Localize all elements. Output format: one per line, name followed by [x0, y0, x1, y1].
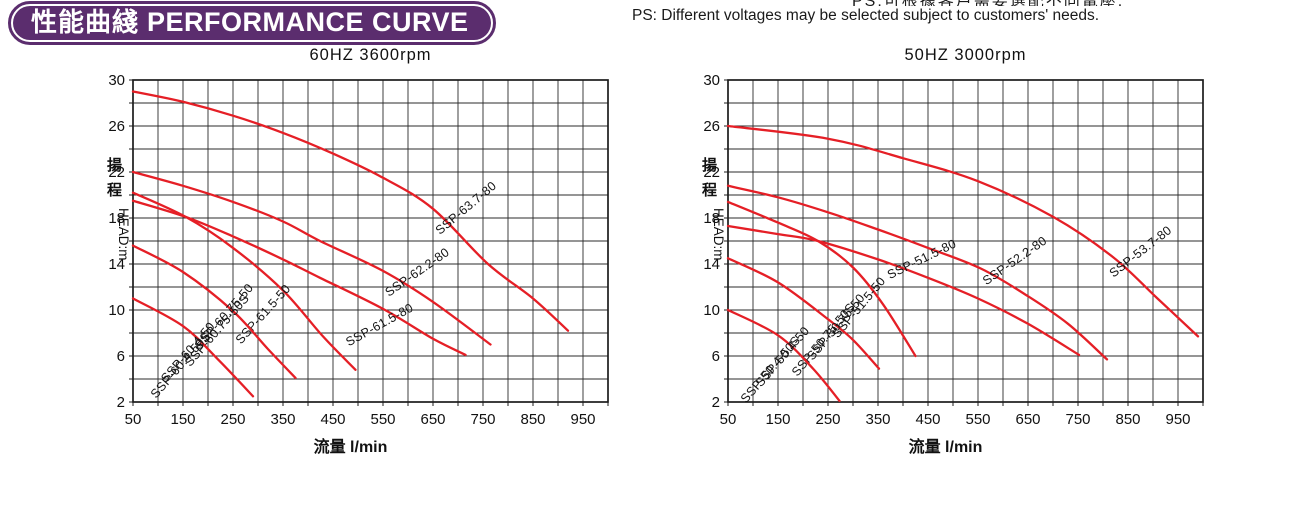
curve-SSP-51.5-80	[726, 224, 1081, 357]
curve-SSP-63.7-80	[131, 90, 570, 332]
curve-SSP-62.2-80	[131, 170, 492, 346]
y-tick-label: 2	[712, 394, 720, 411]
x-axis-title: 流量 l/min	[909, 437, 983, 456]
voltage-note: PS: Different voltages may be selected s…	[632, 7, 1100, 24]
curve-SSP-50.75-50	[726, 257, 881, 370]
y-axis-title-latin: HEAD:m	[116, 208, 131, 261]
x-tick-label: 450	[320, 411, 345, 428]
y-axis-title-cjk: 揚程	[107, 157, 122, 199]
curve-SSP-52.2-80	[726, 184, 1109, 361]
x-tick-label: 950	[570, 411, 595, 428]
x-tick-label: 550	[370, 411, 395, 428]
curve-SSP-60.4-50	[131, 297, 255, 398]
y-tick-label: 18	[703, 210, 720, 227]
curve-label-SSP-53.7-80: SSP-53.7-80	[1107, 223, 1175, 280]
y-tick-label: 10	[108, 302, 125, 319]
performance-curve-badge: 性能曲綫 PERFORMANCE CURVE	[8, 1, 496, 45]
y-tick-label: 26	[108, 118, 125, 135]
x-tick-label: 750	[470, 411, 495, 428]
clipped-chinese-note: PS:可根據客戶需要選配不同電壓.	[852, 0, 1300, 6]
x-tick-label: 350	[270, 411, 295, 428]
badge-title-cjk: 性能曲綫	[31, 7, 140, 37]
y-tick-label: 14	[703, 256, 720, 273]
x-tick-label: 150	[170, 411, 195, 428]
chart-title-50hz: 50HZ 3000rpm	[904, 46, 1026, 64]
y-tick-label: 30	[703, 72, 720, 89]
y-tick-label: 2	[117, 394, 125, 411]
x-tick-label: 650	[1015, 411, 1040, 428]
x-axis-title: 流量 l/min	[314, 437, 388, 456]
curve-SSP-51.5-50	[726, 200, 917, 358]
badge-title-en: PERFORMANCE CURVE	[147, 6, 469, 37]
x-tick-label: 950	[1165, 411, 1190, 428]
x-tick-label: 350	[865, 411, 890, 428]
performance-chart-50hz: 50HZ 3000rpm 50 150 250 350 450 550 650 750 850 95…	[690, 40, 1260, 470]
x-tick-label: 250	[220, 411, 245, 428]
y-tick-label: 18	[108, 210, 125, 227]
chart-svg-50hz: 50HZ 3000rpm 50 150 250 350 450 550 650 750 850 95…	[702, 46, 1204, 456]
y-axis-title-cjk: 揚程	[702, 157, 717, 199]
curve-SSP-61.5-50	[131, 191, 357, 371]
y-tick-label: 6	[117, 348, 125, 365]
curve-SSP-53.7-80	[726, 124, 1200, 338]
y-tick-label: 30	[108, 72, 125, 89]
x-tick-label: 450	[915, 411, 940, 428]
performance-curve-badge-inner: 性能曲綫 PERFORMANCE CURVE	[13, 6, 491, 40]
x-tick-label: 50	[720, 411, 737, 428]
y-axis-title-latin: HEAD:m	[711, 208, 726, 261]
y-tick-label: 14	[108, 256, 125, 273]
curve-SSP-50.4-50	[726, 308, 841, 403]
x-tick-label: 50	[125, 411, 142, 428]
chart-title-60hz: 60HZ 3600rpm	[309, 46, 431, 64]
performance-chart-60hz: 60HZ 3600rpm 50 150 250 350 450 550 650 750 850 95…	[95, 40, 665, 470]
y-tick-label: 26	[703, 118, 720, 135]
x-tick-label: 850	[520, 411, 545, 428]
x-tick-label: 850	[1115, 411, 1140, 428]
x-tick-label: 150	[765, 411, 790, 428]
x-tick-label: 650	[420, 411, 445, 428]
x-tick-label: 750	[1065, 411, 1090, 428]
curve-label-SSP-63.7-80: SSP-63.7-80	[433, 179, 499, 238]
y-tick-label: 22	[703, 164, 720, 181]
curve-SSP-60.75-50	[131, 244, 297, 380]
y-tick-label: 10	[703, 302, 720, 319]
y-tick-label: 6	[712, 348, 720, 365]
curve-label-SSP-52.2-80: SSP-52.2-80	[980, 234, 1049, 288]
y-tick-label: 22	[108, 164, 125, 181]
x-tick-label: 550	[965, 411, 990, 428]
x-tick-label: 250	[815, 411, 840, 428]
chart-svg-60hz: 60HZ 3600rpm 50 150 250 350 450 550 650 750 850 95…	[107, 46, 609, 456]
